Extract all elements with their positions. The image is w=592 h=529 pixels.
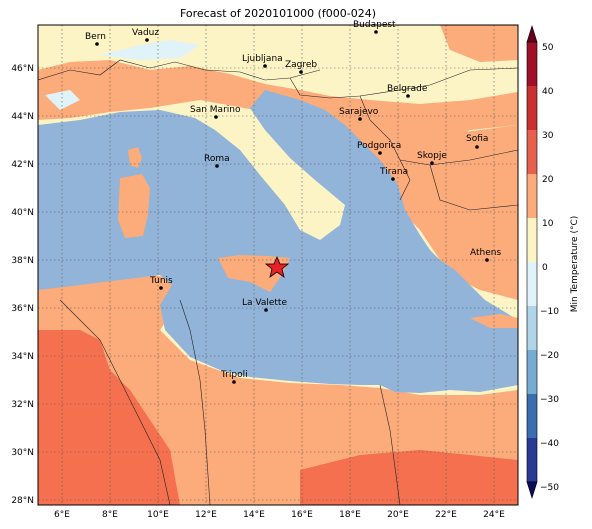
colorbar-segment — [527, 218, 537, 262]
city-label-zagreb: Zagreb — [285, 60, 317, 70]
colorbar-label: Min Temperature (°C) — [570, 216, 580, 313]
x-tick-label: 12°E — [195, 510, 217, 520]
city-label-bern: Bern — [85, 32, 106, 42]
y-tick-label: 42°N — [11, 160, 34, 170]
x-tick-label: 20°E — [387, 510, 409, 520]
colorbar-tick: −10 — [540, 307, 559, 317]
city-label-belgrade: Belgrade — [387, 84, 428, 94]
x-tick-label: 8°E — [102, 510, 118, 520]
city-label-san-marino: San Marino — [190, 105, 241, 115]
city-dot-athens — [485, 258, 489, 262]
city-dot-roma — [215, 164, 219, 168]
y-tick-label: 30°N — [11, 448, 34, 458]
colorbar-segment — [527, 86, 537, 130]
map-title: Forecast of 2020101000 (f000-024) — [179, 7, 377, 20]
colorbar-tick: 40 — [542, 87, 554, 97]
colorbar-tick: 30 — [542, 131, 554, 141]
colorbar-tick: −50 — [540, 483, 559, 493]
colorbar-segment — [527, 262, 537, 306]
city-dot-zagreb — [299, 70, 303, 74]
y-tick-label: 40°N — [11, 208, 34, 218]
city-dot-san-marino — [214, 115, 218, 119]
x-tick-label: 10°E — [147, 510, 169, 520]
colorbar-tick: 20 — [542, 175, 554, 185]
city-dot-vaduz — [145, 38, 149, 42]
x-tick-label: 16°E — [291, 510, 313, 520]
colorbar-bottom-extension — [526, 481, 538, 500]
map-gridlines — [38, 25, 518, 505]
y-tick-label: 36°N — [11, 304, 34, 314]
warm-region-northeast — [440, 25, 518, 62]
x-tick-label: 22°E — [435, 510, 457, 520]
city-dot-tunis — [159, 286, 163, 290]
x-tick-label: 14°E — [243, 510, 265, 520]
city-dot-sofia — [475, 145, 479, 149]
colorbar-tick: 50 — [542, 43, 554, 53]
city-dot-ljubljana — [263, 64, 267, 68]
colorbar-tick: −20 — [540, 351, 559, 361]
x-tick-label: 24°E — [483, 510, 505, 520]
city-label-budapest: Budapest — [353, 20, 396, 30]
city-dot-tirana — [391, 177, 395, 181]
island-corsica — [128, 147, 142, 168]
colorbar-segment — [527, 306, 537, 350]
city-dot-sarajevo — [358, 117, 362, 121]
y-tick-label: 32°N — [11, 400, 34, 410]
colorbar-top-extension — [526, 24, 538, 43]
city-label-athens: Athens — [470, 248, 501, 258]
colorbar-tick: −40 — [540, 439, 559, 449]
y-tick-label: 44°N — [11, 112, 34, 122]
colorbar-segment — [527, 350, 537, 394]
city-dot-bern — [95, 42, 99, 46]
city-dot-podgorica — [378, 151, 382, 155]
location-star-icon — [264, 255, 290, 278]
y-tick-label: 38°N — [11, 256, 34, 266]
city-label-ljubljana: Ljubljana — [242, 54, 283, 64]
city-label-tripoli: Tripoli — [220, 370, 248, 380]
hot-region-west — [38, 330, 180, 505]
city-label-vaduz: Vaduz — [132, 28, 159, 38]
colorbar: 50 40 30 20 10 0 −10 −20 −30 −40 −50 Min… — [526, 24, 580, 500]
hot-region-south — [300, 450, 518, 505]
colorbar-segment — [527, 174, 537, 218]
city-dot-budapest — [374, 30, 378, 34]
city-dot-la-valette — [264, 308, 268, 312]
city-label-tirana: Tirana — [379, 167, 408, 177]
colorbar-segment — [527, 130, 537, 174]
y-tick-label: 28°N — [11, 496, 34, 506]
colorbar-segment — [527, 394, 537, 438]
y-axis-ticks: 46°N 44°N 42°N 40°N 38°N 36°N 34°N 32°N … — [11, 64, 34, 506]
x-axis-ticks: 6°E 8°E 10°E 12°E 14°E 16°E 18°E 20°E 22… — [54, 510, 505, 520]
city-markers: Bern Vaduz Budapest Ljubljana Zagreb Bel… — [85, 20, 501, 384]
city-label-sofia: Sofia — [466, 134, 488, 144]
warm-region-balkans — [400, 125, 518, 300]
colorbar-tick: 0 — [542, 263, 548, 273]
x-tick-label: 6°E — [54, 510, 70, 520]
country-borders — [38, 59, 518, 505]
island-sardinia — [118, 174, 150, 238]
city-label-tunis: Tunis — [149, 276, 173, 286]
colorbar-segment — [527, 42, 537, 86]
city-label-podgorica: Podgorica — [357, 141, 401, 151]
city-label-skopje: Skopje — [417, 151, 447, 161]
y-tick-label: 34°N — [11, 352, 34, 362]
city-label-sarajevo: Sarajevo — [339, 107, 379, 117]
city-dot-tripoli — [232, 380, 236, 384]
cold-region-alps — [100, 40, 200, 60]
city-label-roma: Roma — [204, 154, 230, 164]
city-label-la-valette: La Valette — [242, 298, 287, 308]
map-frame — [37, 24, 519, 506]
city-dot-skopje — [430, 161, 434, 165]
y-tick-label: 46°N — [11, 64, 34, 74]
x-tick-label: 18°E — [339, 510, 361, 520]
city-dot-belgrade — [406, 94, 410, 98]
cold-region-alps-west — [45, 90, 80, 110]
colorbar-tick: −30 — [540, 395, 559, 405]
colorbar-segment — [527, 438, 537, 482]
colorbar-tick: 10 — [542, 219, 554, 229]
